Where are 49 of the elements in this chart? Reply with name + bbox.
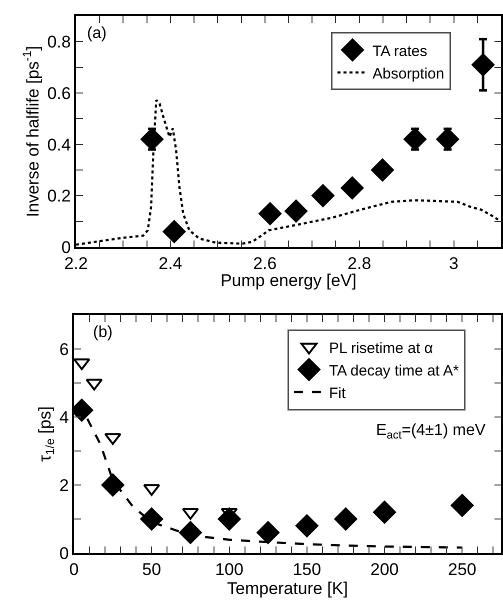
- y-tick-label: 4: [59, 408, 69, 427]
- point: [450, 494, 474, 517]
- y-tick-label: 0.6: [47, 84, 71, 103]
- legend-label: PL risetime at α: [329, 340, 434, 357]
- point: [296, 514, 318, 538]
- point: [74, 358, 90, 370]
- point: [182, 508, 199, 520]
- point: [258, 202, 282, 226]
- point: [140, 128, 164, 151]
- point: [340, 176, 364, 200]
- legend-label: Absorption: [372, 65, 444, 82]
- point: [284, 200, 308, 222]
- point: [472, 53, 494, 76]
- point: [371, 158, 394, 182]
- x-tick-label: 100: [215, 560, 244, 580]
- point: [101, 474, 124, 496]
- point: [179, 521, 202, 544]
- point: [334, 508, 358, 530]
- y-tick-label: 2: [59, 476, 69, 495]
- legend-label: Fit: [329, 384, 346, 402]
- y-tick-label: 0.8: [47, 32, 71, 52]
- point: [436, 128, 460, 151]
- x-tick-label: 3: [449, 254, 459, 274]
- y-tick-label: 0.4: [47, 135, 71, 154]
- x-tick-label: 2.8: [348, 254, 372, 274]
- point: [312, 184, 334, 208]
- y-tick-label: 6: [59, 340, 69, 359]
- y-tick-label: 0: [61, 238, 71, 257]
- point: [256, 521, 280, 544]
- x-tick-label: 2.4: [158, 254, 182, 274]
- annotation: (a): [87, 25, 107, 42]
- point: [404, 128, 426, 151]
- x-tick-label: 50: [142, 560, 162, 580]
- x-tick-label: 150: [292, 560, 322, 580]
- x-tick-label: 200: [370, 560, 399, 580]
- legend-label: TA decay time at A*: [329, 362, 459, 380]
- annotation: (b): [93, 324, 113, 341]
- point: [162, 220, 186, 243]
- x-tick-label: 250: [448, 560, 476, 580]
- annotation: E$_{act}$=(4±1) meV: [376, 422, 486, 442]
- x-tick-label: 2.2: [64, 254, 88, 274]
- x-tick-label: 2.6: [253, 254, 277, 274]
- x-axis-title: Temperature [K]: [227, 579, 348, 598]
- point: [140, 508, 164, 530]
- y-tick-label: 0.2: [47, 186, 71, 206]
- x-axis-title: Pump energy [eV]: [220, 271, 357, 290]
- y-tick-label: 0: [59, 544, 69, 563]
- point: [373, 500, 396, 524]
- legend-label: TA rates: [372, 42, 428, 60]
